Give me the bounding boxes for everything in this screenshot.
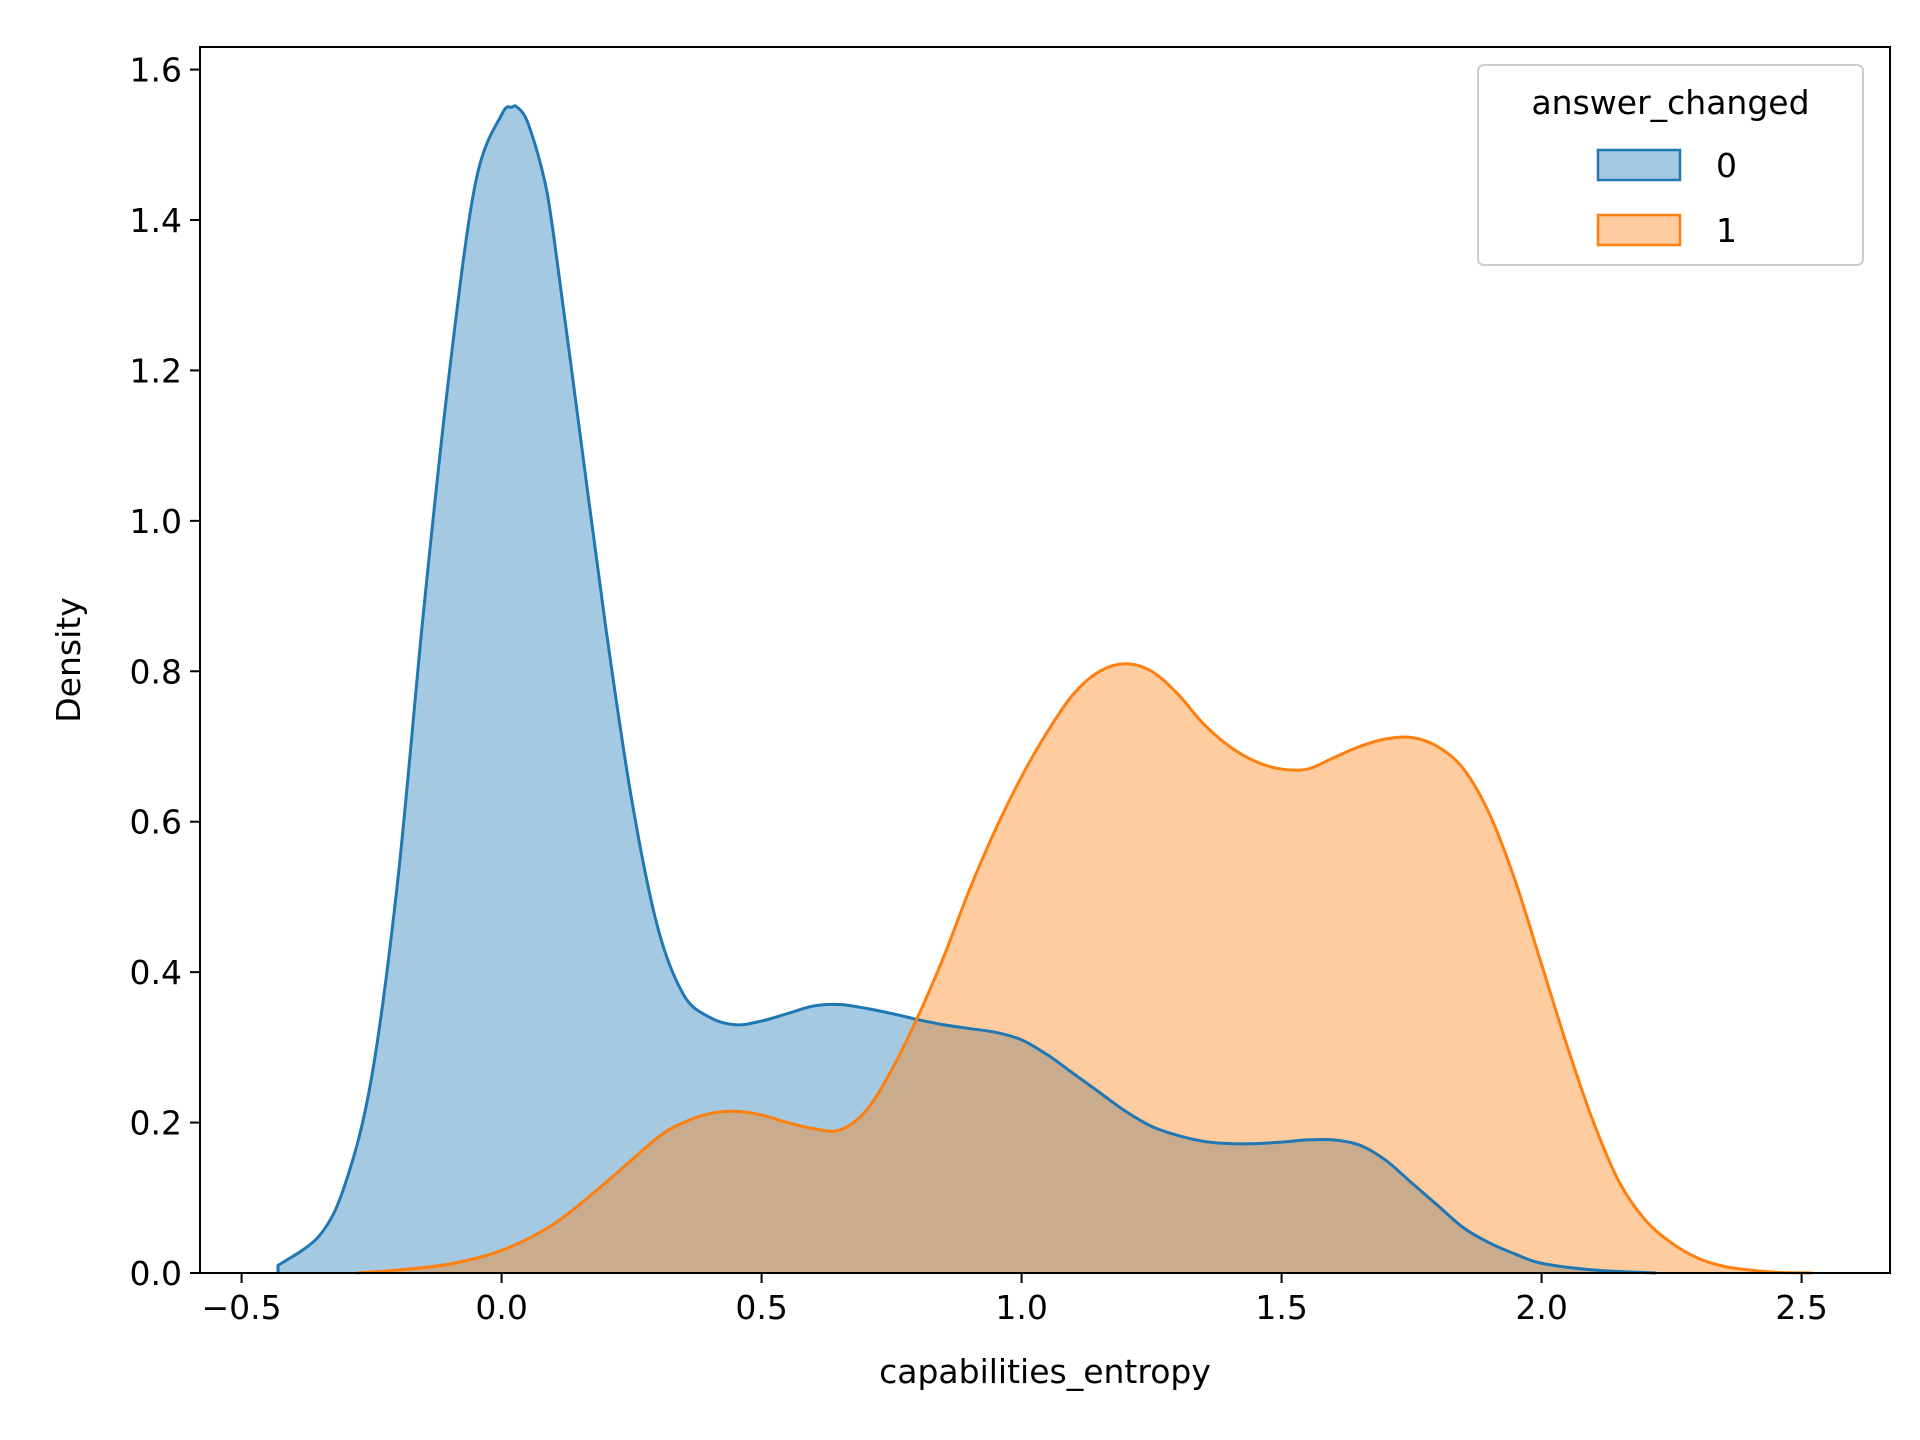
x-tick-label: 1.5 xyxy=(1255,1288,1307,1327)
legend-title: answer_changed xyxy=(1531,83,1809,122)
y-axis-ticks: 0.0 0.2 0.4 0.6 0.8 1.0 1.2 1.4 1.6 xyxy=(130,51,200,1293)
x-axis-label: capabilities_entropy xyxy=(879,1352,1211,1391)
y-tick-label: 0.8 xyxy=(130,652,182,691)
series-0-area xyxy=(278,105,1656,1273)
y-tick-label: 0.6 xyxy=(130,803,182,842)
axes-frame xyxy=(199,46,1891,1274)
legend-box xyxy=(1477,64,1864,266)
x-tick-label: −0.5 xyxy=(202,1288,282,1327)
y-tick-label: 1.6 xyxy=(130,51,182,90)
y-axis-label: Density xyxy=(49,597,88,722)
series-1-area xyxy=(356,663,1812,1273)
y-tick-label: 0.0 xyxy=(130,1254,182,1293)
y-tick-label: 1.2 xyxy=(130,351,182,390)
legend-swatch-1 xyxy=(1596,213,1682,247)
x-tick-label: 2.5 xyxy=(1775,1288,1827,1327)
legend: answer_changed 0 1 xyxy=(1477,64,1864,266)
legend-label-0: 0 xyxy=(1716,146,1737,185)
legend-label-1: 1 xyxy=(1716,211,1737,250)
series-0-line xyxy=(276,104,1657,1275)
y-tick-label: 1.4 xyxy=(130,201,182,240)
legend-swatch-0 xyxy=(1596,148,1682,182)
x-tick-label: 2.0 xyxy=(1515,1288,1567,1327)
y-tick-label: 0.4 xyxy=(130,953,182,992)
y-tick-label: 0.2 xyxy=(130,1104,182,1143)
x-tick-label: 0.5 xyxy=(735,1288,787,1327)
series-layer xyxy=(276,104,1813,1275)
x-tick-label: 1.0 xyxy=(995,1288,1047,1327)
y-tick-label: 1.0 xyxy=(130,502,182,541)
x-tick-label: 0.0 xyxy=(475,1288,527,1327)
series-1-line xyxy=(355,662,1813,1275)
x-axis-ticks: −0.5 0.0 0.5 1.0 1.5 2.0 2.5 xyxy=(202,1273,1828,1327)
